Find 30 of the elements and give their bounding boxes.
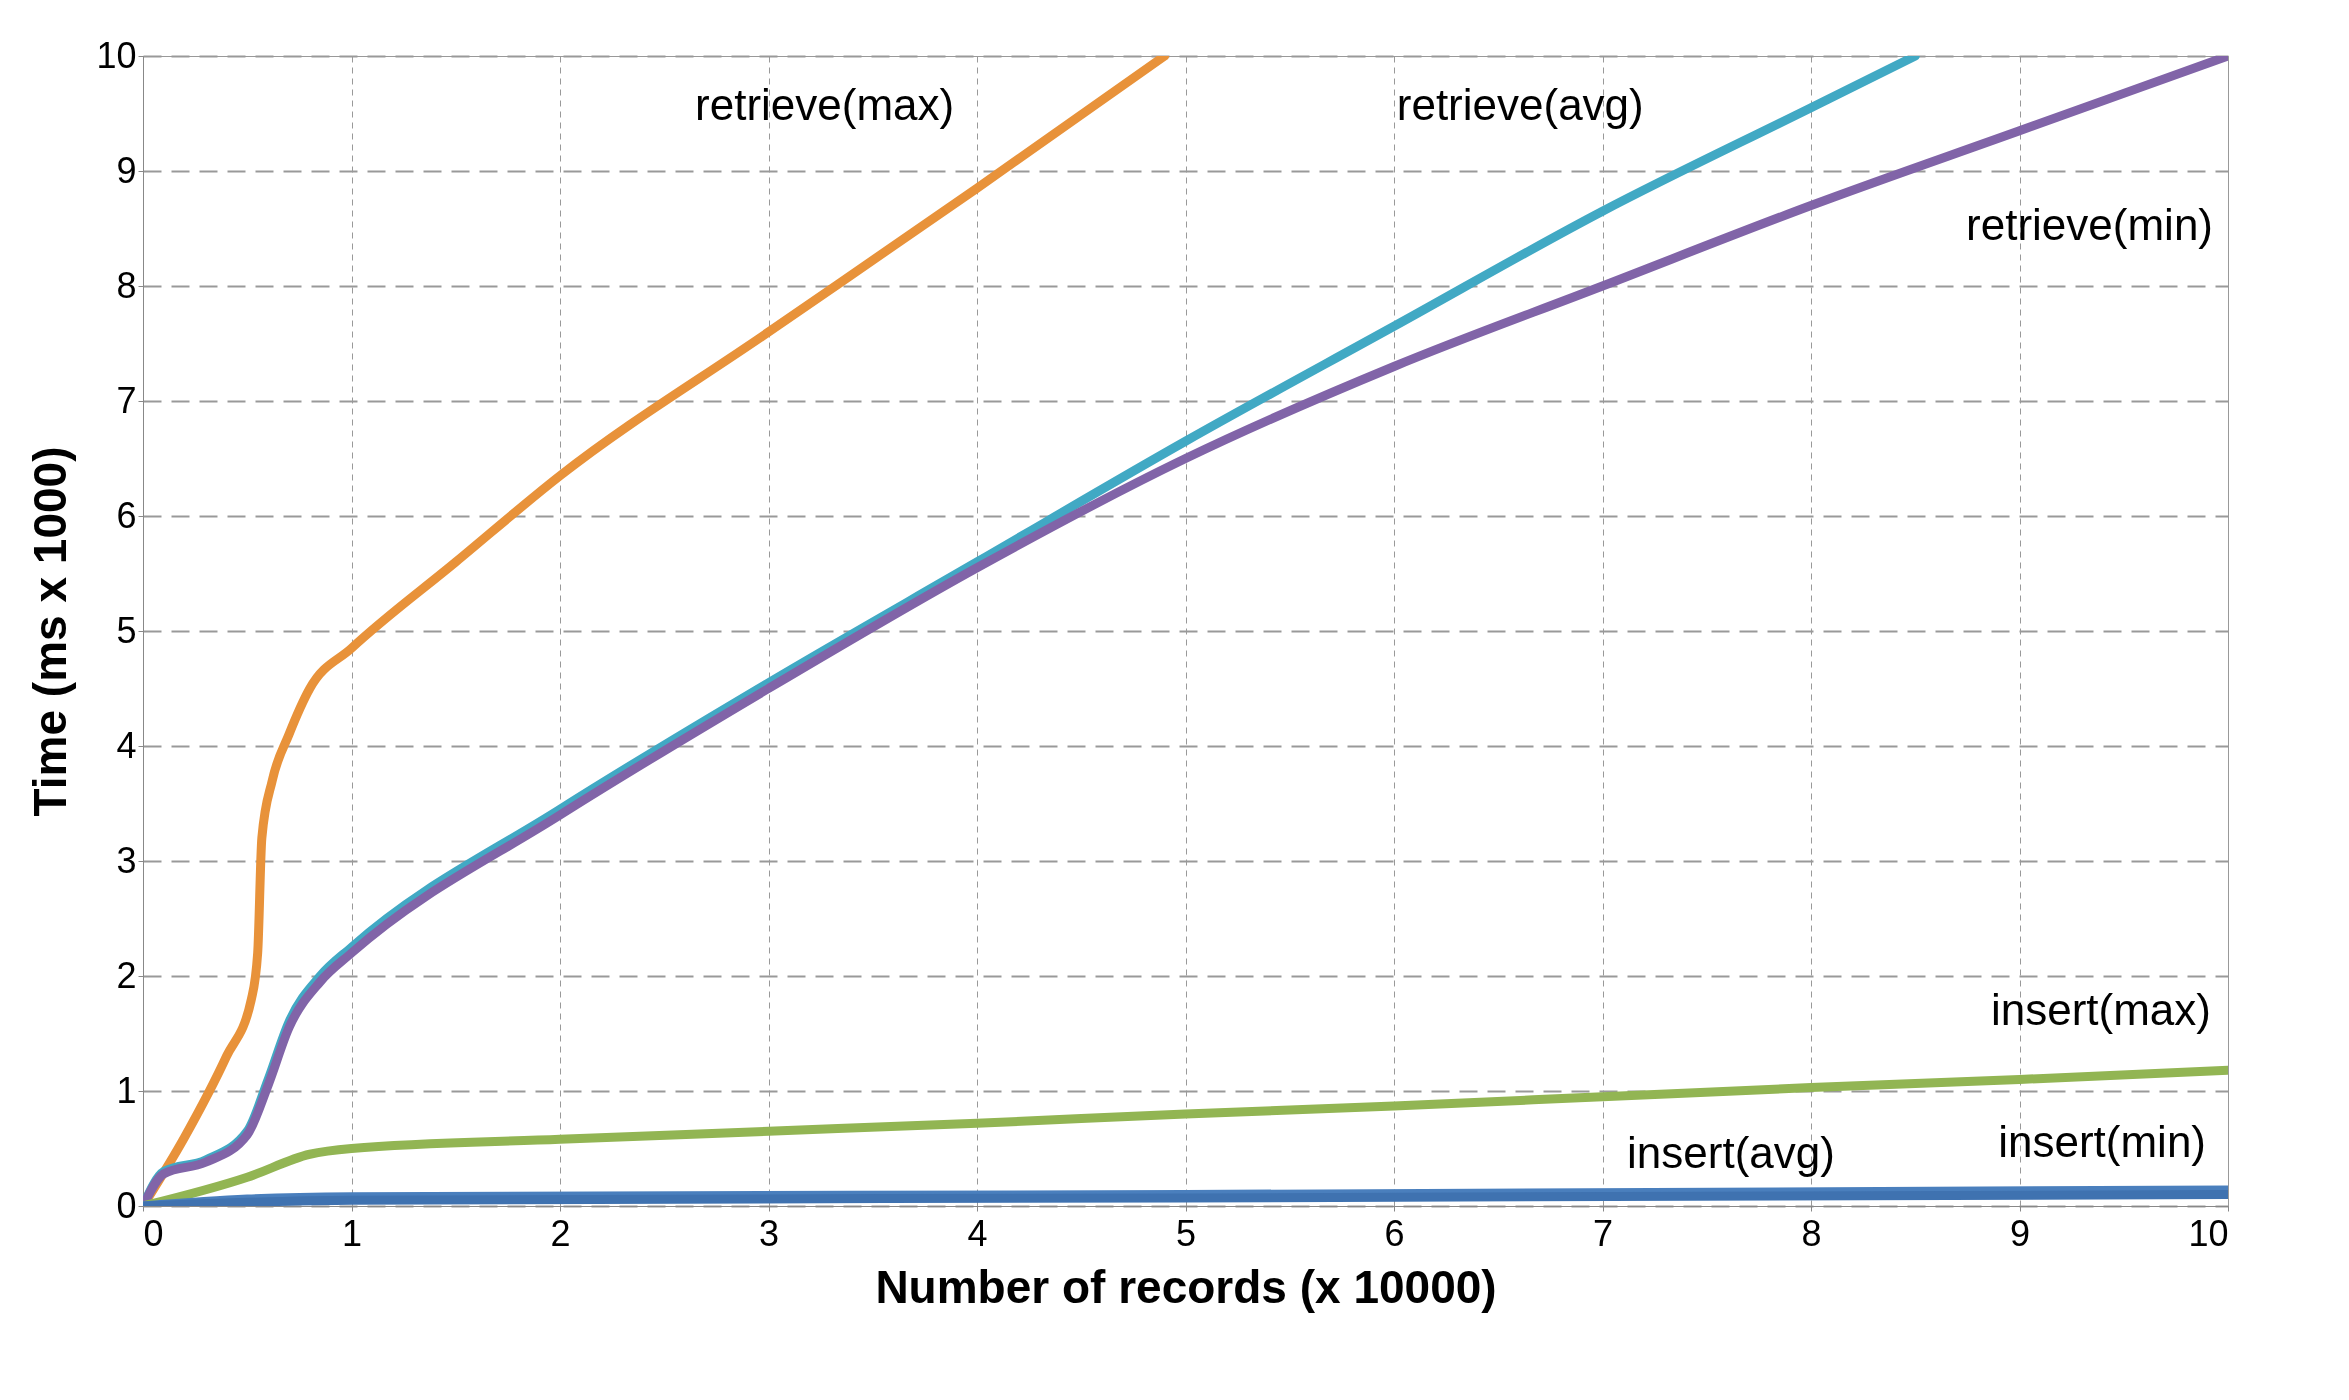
y-tick-label: 7 bbox=[116, 379, 137, 421]
x-tick-label: 5 bbox=[1175, 1212, 1197, 1254]
series-label: insert(max) bbox=[1990, 985, 2211, 1035]
x-tick-label: 6 bbox=[1384, 1212, 1405, 1254]
series-label: insert(avg) bbox=[1627, 1127, 1835, 1177]
y-tick-label: 10 bbox=[96, 34, 137, 76]
y-tick-label: 5 bbox=[116, 609, 137, 651]
y-tick-label: 6 bbox=[116, 494, 137, 536]
y-tick-label: 2 bbox=[116, 954, 137, 996]
x-tick-label: 9 bbox=[2009, 1212, 2031, 1254]
y-tick-label: 1 bbox=[116, 1069, 137, 1111]
y-axis-title: Time (ms x 1000) bbox=[24, 446, 77, 817]
x-tick-label: 2 bbox=[550, 1212, 571, 1254]
y-tick-label: 3 bbox=[116, 839, 137, 881]
series-label: insert(min) bbox=[1998, 1116, 2206, 1166]
series-label: retrieve(avg) bbox=[1396, 80, 1644, 129]
x-tick-label: 1 bbox=[341, 1212, 363, 1254]
x-tick-label: 10 bbox=[2188, 1212, 2229, 1254]
x-axis-title: Number of records (x 10000) bbox=[875, 1260, 1497, 1313]
x-tick-label: 4 bbox=[967, 1212, 988, 1254]
x-tick-label: 3 bbox=[758, 1212, 780, 1254]
series-label: retrieve(min) bbox=[1966, 200, 2213, 249]
y-tick-label: 0 bbox=[116, 1184, 137, 1226]
x-tick-label: 8 bbox=[1801, 1212, 1822, 1254]
y-tick-label: 9 bbox=[116, 149, 137, 191]
y-tick-label: 8 bbox=[116, 264, 137, 306]
y-tick-label: 4 bbox=[116, 724, 137, 766]
x-tick-label: 0 bbox=[143, 1212, 164, 1254]
series-label: retrieve(max) bbox=[695, 80, 955, 129]
x-tick-label: 7 bbox=[1592, 1212, 1614, 1254]
